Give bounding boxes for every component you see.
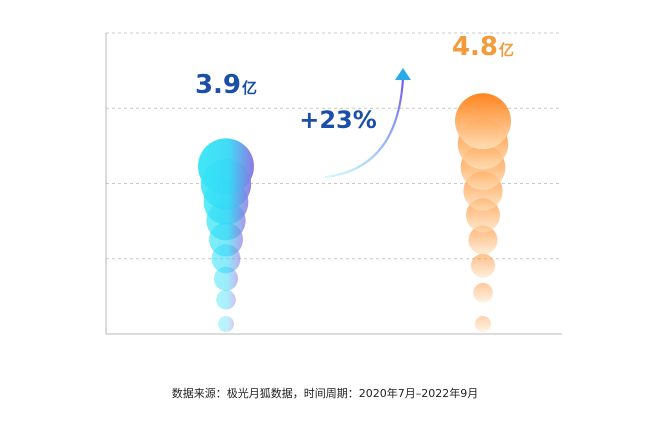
growth-label: +23% xyxy=(299,106,377,134)
value-label-2022: 4.8亿 xyxy=(452,32,514,62)
bubble-column-2020 xyxy=(198,138,254,332)
bubble xyxy=(473,282,493,303)
bubble xyxy=(198,138,254,195)
bubble xyxy=(213,266,239,291)
bubble xyxy=(216,289,236,310)
value-label-2020: 3.9亿 xyxy=(195,70,257,100)
bubble xyxy=(470,253,496,278)
growth-arrow xyxy=(324,76,405,179)
bubble-column-2022 xyxy=(455,93,511,332)
bubble xyxy=(455,93,511,150)
data-source-note: 数据来源：极光月狐数据，时间周期：2020年7月–2022年9月 xyxy=(171,387,479,400)
bubble xyxy=(475,316,491,332)
growth-arrow-head xyxy=(395,68,411,80)
bubble xyxy=(218,316,234,332)
bubble xyxy=(468,225,498,255)
